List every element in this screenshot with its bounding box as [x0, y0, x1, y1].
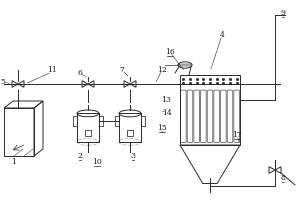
Bar: [77, 113, 99, 142]
Text: 9: 9: [280, 9, 285, 17]
Bar: [127, 130, 133, 136]
Text: 1: 1: [12, 158, 16, 166]
Text: 2: 2: [78, 152, 82, 160]
Text: 14: 14: [162, 109, 172, 117]
Bar: [180, 75, 240, 145]
Text: 8: 8: [280, 174, 285, 182]
Text: 6: 6: [78, 69, 82, 77]
Text: 11: 11: [47, 66, 57, 74]
Bar: [4, 108, 34, 156]
Text: 5: 5: [1, 78, 5, 86]
Bar: [85, 130, 91, 136]
Text: 7: 7: [120, 66, 124, 74]
Bar: [119, 113, 141, 142]
Text: 4: 4: [220, 31, 224, 39]
Text: 16: 16: [165, 48, 175, 56]
Text: 12: 12: [157, 66, 167, 74]
Text: 13: 13: [161, 96, 171, 104]
Text: 17: 17: [232, 131, 242, 139]
Text: 15: 15: [157, 124, 167, 132]
Text: 3: 3: [130, 152, 136, 160]
Text: 10: 10: [92, 158, 102, 166]
